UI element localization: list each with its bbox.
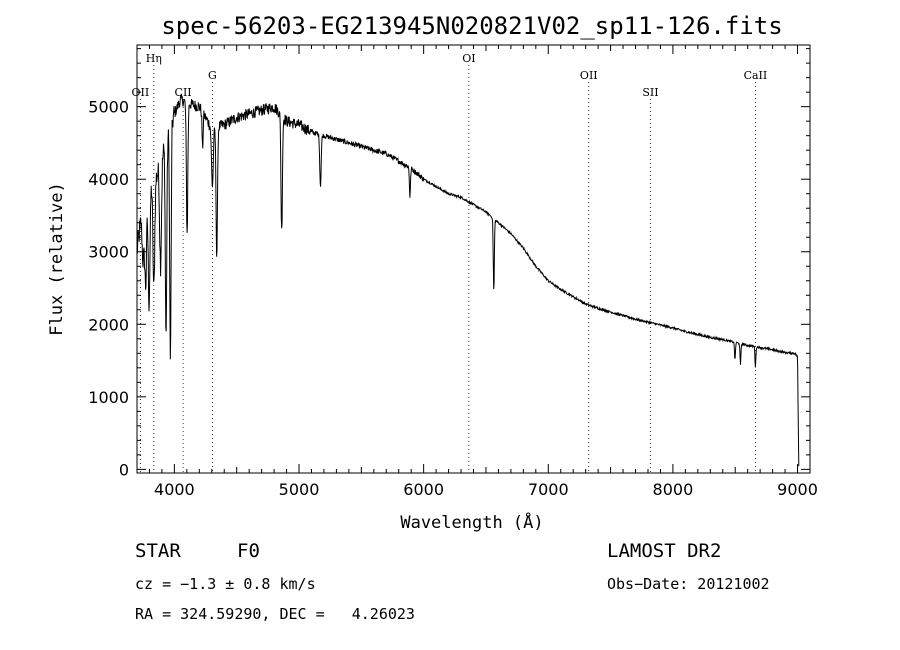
line-marker-label: CII (175, 86, 192, 99)
y-tick-label: 3000 (88, 243, 129, 262)
y-tick-label: 4000 (88, 170, 129, 189)
axis-ticks: 4000 5000 6000 7000 8000 9000 0 1000 2000 3000 400… (88, 45, 818, 499)
line-marker-label: G (208, 69, 217, 82)
y-tick-label: 2000 (88, 315, 129, 334)
object-class: STAR (135, 540, 181, 562)
x-tick-label: 4000 (154, 480, 195, 499)
plot-frame (136, 44, 811, 474)
y-axis-label: Flux (relative) (47, 182, 67, 336)
observation-date: Obs−Date: 20121002 (607, 575, 770, 593)
chart-title: spec-56203-EG213945N020821V02_sp11-126.f… (161, 12, 782, 40)
redshift-velocity: cz = −1.3 ± 0.8 km/s (135, 575, 316, 593)
spectrum-line (136, 94, 800, 467)
y-tick-label: 1000 (88, 388, 129, 407)
survey-name: LAMOST DR2 (607, 540, 722, 562)
line-marker-label: CaII (744, 69, 768, 82)
object-subclass: F0 (237, 540, 260, 562)
x-tick-label: 6000 (403, 480, 444, 499)
y-tick-label: 0 (119, 460, 129, 479)
x-tick-label: 5000 (279, 480, 320, 499)
line-marker-label: OI (462, 52, 475, 65)
coordinates: RA = 324.59290, DEC = 4.26023 (135, 605, 415, 623)
line-marker-label: Hη (146, 52, 162, 65)
line-marker-label: SII (642, 86, 658, 99)
line-marker-label: OII (580, 69, 598, 82)
x-tick-label: 8000 (653, 480, 694, 499)
x-tick-label: 7000 (528, 480, 569, 499)
x-tick-label: 9000 (777, 480, 818, 499)
x-axis-label: Wavelength (Å) (400, 511, 543, 533)
y-tick-label: 5000 (88, 98, 129, 117)
